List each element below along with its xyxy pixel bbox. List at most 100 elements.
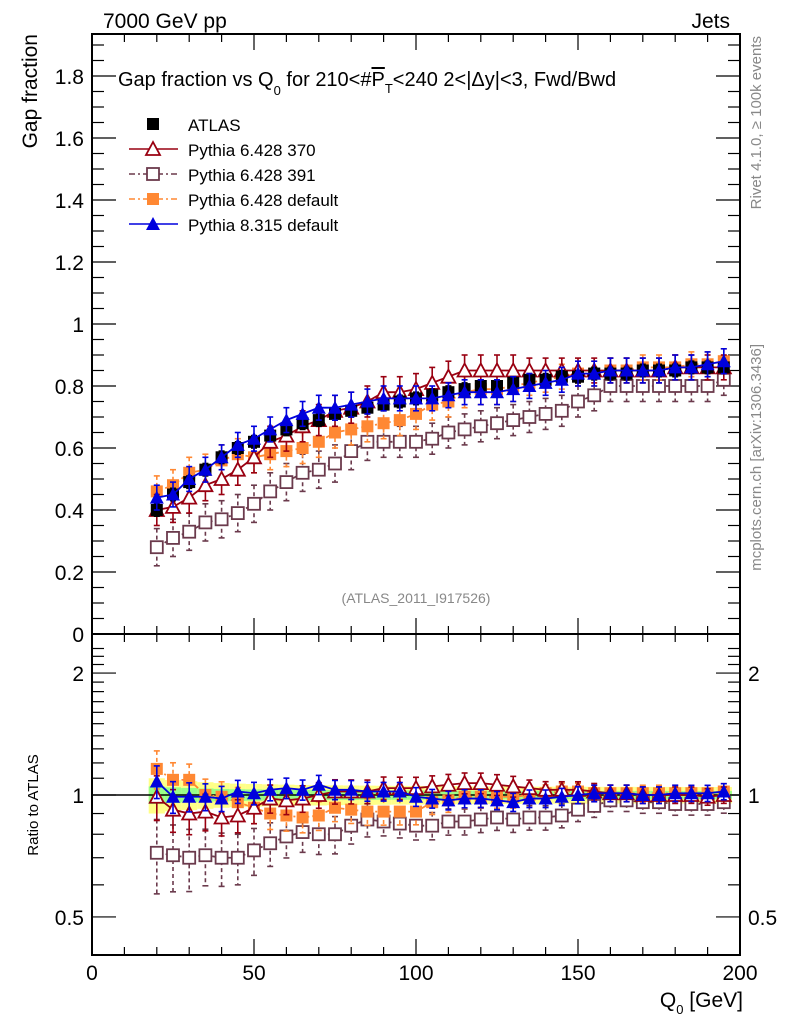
ratio-data-point [213, 808, 231, 825]
ratio-data-point [554, 789, 569, 803]
data-point [344, 444, 359, 459]
data-point [345, 423, 358, 436]
ratio-data-point [506, 795, 521, 809]
ratio-data-point [409, 818, 423, 833]
mcplots-label: mcplots.cern.ch [arXiv:1306.3436] [748, 344, 765, 571]
data-point [361, 420, 374, 433]
data-point [149, 540, 164, 555]
xlabel-unit: [GeV] [683, 989, 743, 1012]
ratio-data-point [311, 777, 326, 791]
title-overline-p: P [371, 69, 384, 91]
ratio-data-point [684, 786, 699, 800]
y-tick-label: 1.2 [55, 252, 84, 275]
legend: ATLAS Pythia 6.428 370 Pythia 6.428 391 Pyt… [129, 116, 339, 235]
data-point [554, 403, 569, 418]
data-point [328, 400, 342, 414]
ratio-data-point [198, 848, 213, 863]
data-point [538, 406, 553, 421]
series-line [156, 378, 725, 548]
ratio-data-point [425, 791, 440, 805]
ratio-data-point [441, 793, 456, 807]
ratio-data-point [247, 786, 261, 800]
ratio-data-point [311, 827, 326, 842]
ratio-data-point [538, 791, 553, 805]
xlabel: Q0 [GeV] [660, 989, 743, 1017]
legend-marker [147, 193, 159, 205]
data-point [377, 417, 390, 430]
data-point [522, 410, 537, 424]
ratio-data-point [214, 791, 229, 805]
ratio-data-point [263, 836, 278, 851]
legend-label: Pythia 6.428 default [188, 191, 339, 210]
ratio-data-point [230, 850, 245, 865]
top-right-label: Jets [691, 10, 730, 33]
data-point [700, 379, 715, 393]
data-point [635, 363, 650, 377]
ratio-data-point [554, 808, 569, 823]
xlabel-q: Q [660, 989, 676, 1012]
ratio-data-point [361, 805, 374, 818]
ratio-data-point [277, 791, 295, 808]
ratio-data-point [410, 805, 422, 818]
data-point [571, 394, 585, 409]
legend-entry: Pythia 6.428 370 [129, 140, 316, 160]
data-point [247, 496, 261, 511]
ratio-data-point [328, 827, 342, 842]
data-point [425, 391, 440, 405]
data-point [198, 462, 213, 476]
data-point [490, 416, 504, 431]
data-point [182, 472, 197, 485]
ratio-y-tick-label: 1 [72, 785, 84, 808]
data-point [198, 515, 213, 530]
main-plot-area [148, 347, 733, 567]
ratio-data-point [635, 788, 650, 801]
data-point [441, 425, 456, 440]
data-point [409, 391, 423, 405]
ratio-data-point [182, 789, 197, 803]
ratio-data-point [425, 818, 440, 833]
ratio-data-point [376, 784, 391, 798]
data-point [439, 367, 457, 384]
ratio-data-point [182, 850, 197, 865]
legend-entry: ATLAS [147, 116, 241, 135]
data-point [472, 361, 490, 378]
ratio-data-point [504, 777, 522, 794]
data-point [245, 448, 263, 465]
ratio-y-tick-label: 0.5 [55, 907, 84, 930]
data-point [214, 450, 229, 464]
data-point [571, 366, 585, 380]
ratio-data-point [652, 788, 666, 801]
ratio-data-point [167, 773, 179, 786]
ratio-data-point [166, 848, 180, 863]
ratio-data-point [571, 788, 585, 801]
data-point [263, 422, 278, 436]
ratio-data-point [473, 812, 488, 827]
y-tick-label: 1 [72, 314, 84, 337]
ratio-y-tick-label-right: 0.5 [748, 907, 777, 930]
y-tick-label: 0.8 [55, 376, 84, 399]
data-point [522, 379, 537, 392]
data-point [312, 435, 325, 448]
legend-marker [146, 167, 160, 181]
data-point [603, 363, 618, 377]
chart-title: Gap fraction vs Q0 for 210<#PT<240 2<|Δy… [118, 69, 616, 98]
data-point [213, 470, 231, 486]
data-point [652, 363, 666, 377]
ratio-data-point [328, 782, 342, 796]
ratio-data-point [295, 782, 310, 796]
ratio-data-point [392, 784, 407, 798]
analysis-label: (ATLAS_2011_I917526) [342, 590, 491, 606]
data-point [295, 406, 310, 420]
data-point [554, 372, 569, 386]
ratio-data-point [149, 774, 164, 788]
y-tick-label: 0.6 [55, 438, 84, 461]
data-point [296, 442, 309, 454]
ratio-data-point [230, 784, 245, 798]
series-pythia-6-428-391 [149, 363, 731, 567]
data-point [279, 475, 294, 490]
ratio-data-point [619, 786, 634, 800]
xlabel-sub: 0 [676, 1002, 683, 1017]
data-point [214, 512, 229, 527]
y-tick-label: 1.4 [55, 190, 85, 213]
